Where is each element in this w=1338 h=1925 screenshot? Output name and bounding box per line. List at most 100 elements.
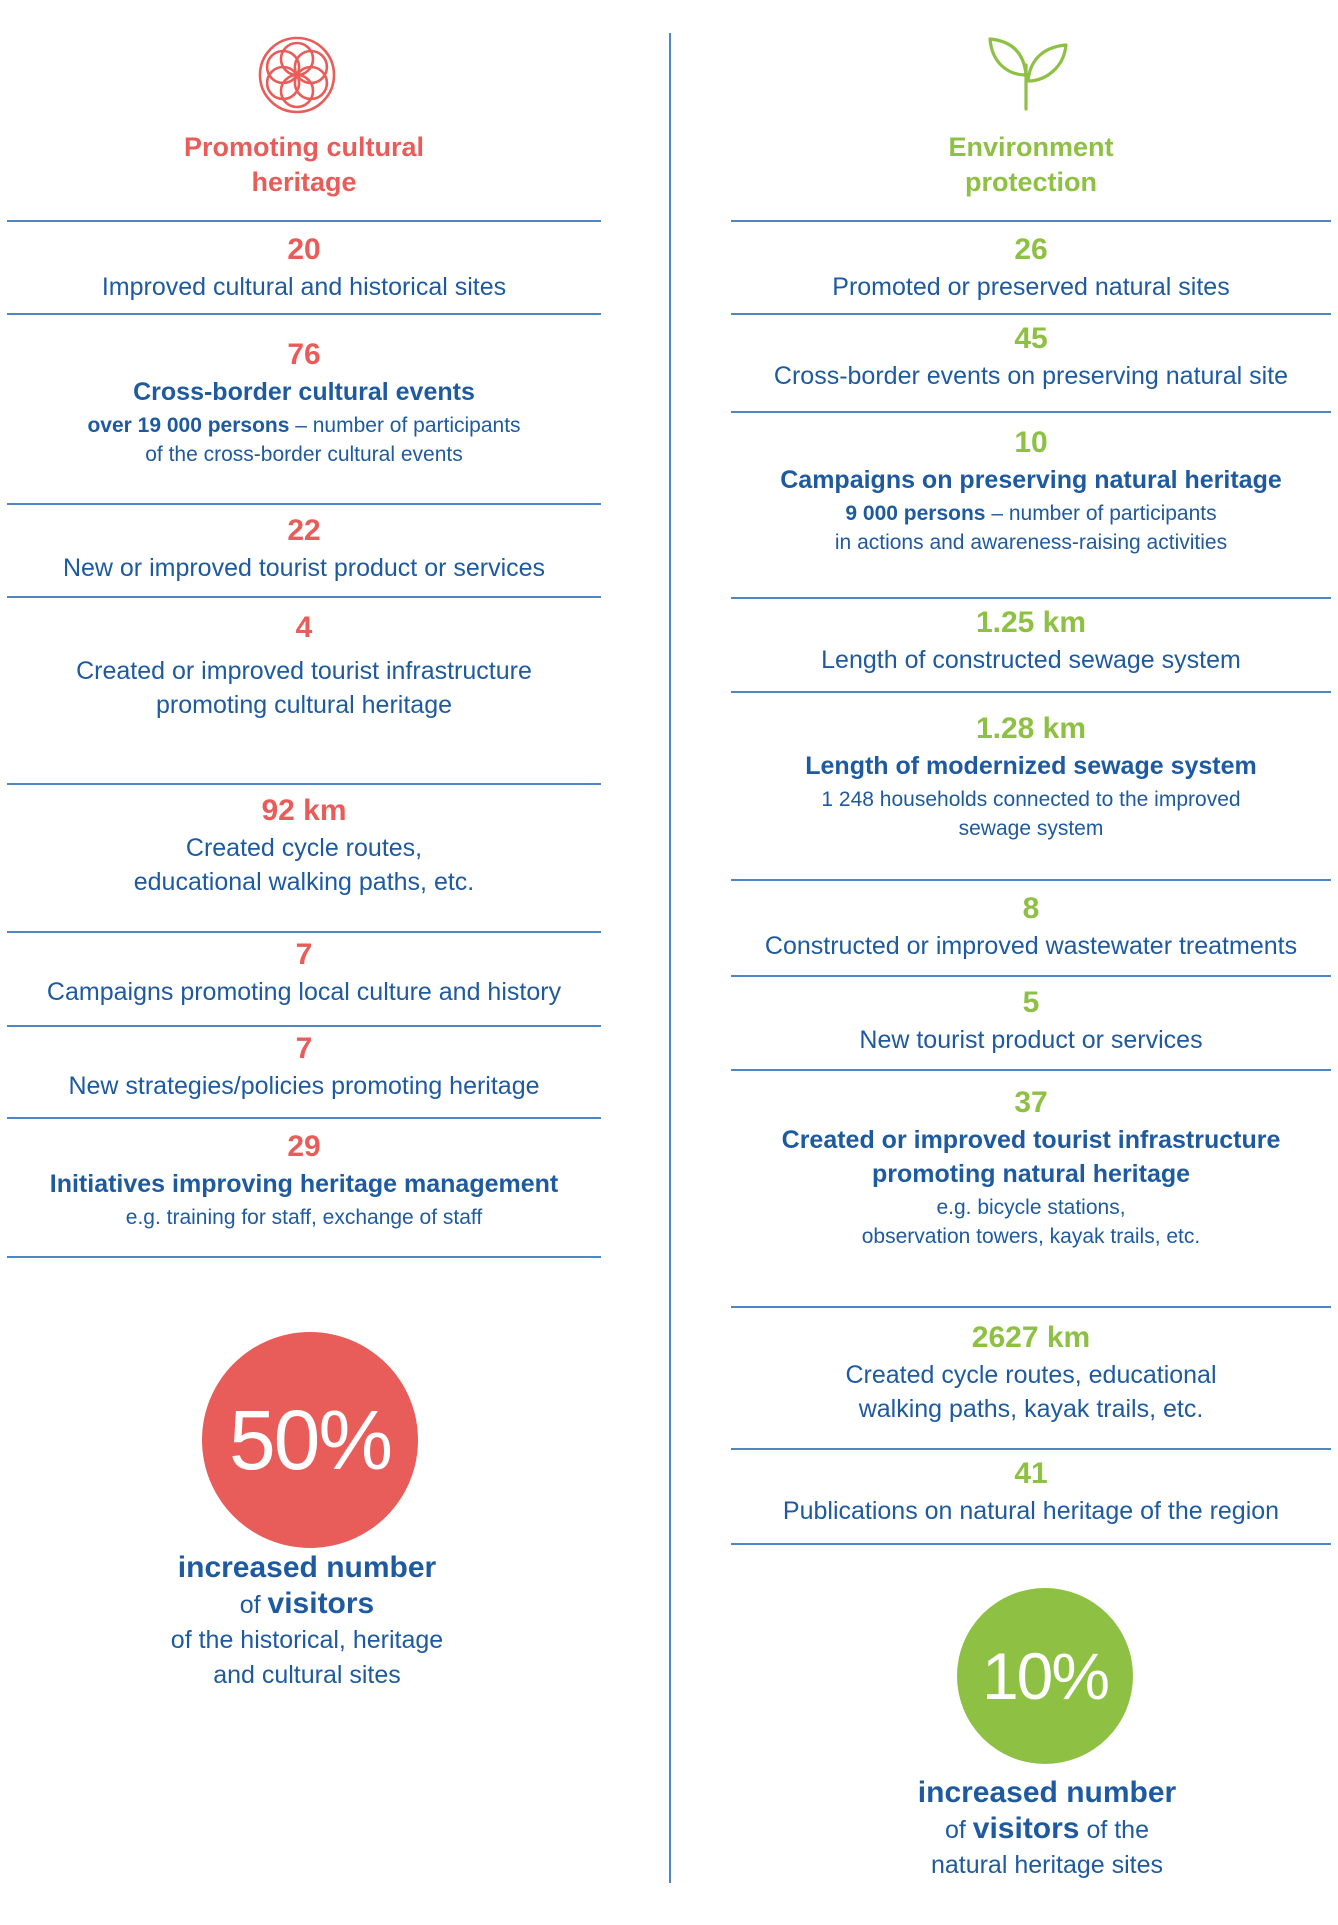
stat-value: 76 (287, 338, 321, 371)
summary-line: of visitors of the (827, 1811, 1267, 1848)
rule (7, 313, 601, 315)
summary-highlight: visitors (972, 1812, 1080, 1845)
stat-label: Improved cultural and historical sites (101, 273, 507, 301)
stat-label: Cross-border events on preserving natura… (773, 362, 1289, 390)
rule (7, 503, 601, 505)
stat-note-text: – number of participants of the cross-bo… (145, 414, 521, 466)
stat-label: Created or improved tourist infrastructu… (76, 657, 532, 719)
stat-label: Created cycle routes, educational walkin… (845, 1361, 1217, 1423)
category-title: Promoting cultural heritage (183, 132, 424, 197)
rule (7, 783, 601, 785)
stat-value: 22 (287, 514, 321, 547)
stat-note: 9 000 persons – number of participants i… (731, 499, 1331, 557)
stat-item: 76 Cross-border cultural events over 19 … (7, 313, 601, 469)
stat-label: Length of constructed sewage system (821, 646, 1241, 674)
rule (7, 596, 601, 598)
stat-label: Constructed or improved wastewater treat… (764, 932, 1298, 960)
visitors-summary: increased number of visitors of the natu… (827, 1775, 1267, 1883)
category-title: Environment protection (948, 132, 1114, 197)
stat-value: 5 (1022, 986, 1040, 1019)
stat-label: Campaigns on preserving natural heritage (780, 466, 1282, 494)
rule (731, 1069, 1331, 1071)
stat-value: 41 (1014, 1457, 1048, 1490)
stat-note-text: – number of participants in actions and … (834, 502, 1228, 554)
rule (731, 597, 1331, 599)
stat-value: 10 (1014, 426, 1048, 459)
stat-value: 26 (1014, 233, 1048, 266)
summary-headline: increased number (917, 1776, 1177, 1809)
stat-note: e.g. training for staff, exchange of sta… (125, 1206, 483, 1229)
stat-item: 26 Promoted or preserved natural sites (731, 220, 1331, 304)
stat-value: 1.25 km (975, 606, 1087, 639)
rule (731, 1306, 1331, 1308)
rule (731, 411, 1331, 413)
stat-value: 7 (295, 1032, 313, 1065)
rule (7, 1256, 601, 1258)
stat-item: 4 Created or improved tourist infrastruc… (7, 596, 601, 722)
rule (731, 975, 1331, 977)
stat-label: New strategies/policies promoting herita… (68, 1072, 540, 1100)
stat-item: 37 Created or improved tourist infrastru… (731, 1069, 1331, 1251)
rule (731, 1543, 1331, 1545)
stat-note-highlight: 9 000 persons (845, 502, 986, 525)
stat-item: 7 Campaigns promoting local culture and … (7, 931, 601, 1009)
summary-text: of the (1079, 1816, 1149, 1844)
visitors-summary: increased number of visitors of the hist… (87, 1550, 527, 1693)
rule (7, 931, 601, 933)
stat-label: Created or improved tourist infrastructu… (781, 1126, 1281, 1188)
stat-label: Cross-border cultural events (133, 378, 475, 406)
summary-text: of (239, 1591, 268, 1619)
stat-item: 10 Campaigns on preserving natural herit… (731, 411, 1331, 557)
rule (731, 1448, 1331, 1450)
stat-item: 45 Cross-border events on preserving nat… (731, 313, 1331, 393)
summary-line: of the historical, heritage (170, 1626, 444, 1654)
rule (7, 1117, 601, 1119)
rule (731, 313, 1331, 315)
stat-item: 20 Improved cultural and historical site… (7, 220, 601, 304)
stat-value: 1.28 km (975, 712, 1087, 745)
stat-value: 8 (1022, 892, 1040, 925)
summary-line: and cultural sites (213, 1661, 401, 1689)
stat-label: Length of modernized sewage system (805, 752, 1257, 780)
stat-item: 1.28 km Length of modernized sewage syst… (731, 691, 1331, 843)
stat-value: 92 km (261, 794, 347, 827)
stat-item: 5 New tourist product or services (731, 975, 1331, 1057)
stat-item: 92 km Created cycle routes, educational … (7, 783, 601, 899)
plant-sprout-icon (988, 37, 1068, 111)
stat-label: Publications on natural heritage of the … (782, 1497, 1280, 1525)
stat-value: 20 (287, 233, 321, 266)
stat-label: New tourist product or services (859, 1026, 1203, 1054)
rule (731, 691, 1331, 693)
column-divider (669, 33, 671, 1883)
stat-label: Promoted or preserved natural sites (832, 273, 1230, 301)
summary-line: natural heritage sites (930, 1851, 1164, 1879)
stat-value: 45 (1014, 322, 1048, 355)
summary-headline: increased number (177, 1551, 437, 1584)
stat-note: e.g. bicycle stations, observation tower… (861, 1196, 1201, 1248)
stat-note: over 19 000 persons – number of particip… (7, 411, 601, 469)
rule (7, 1025, 601, 1027)
percentage-circle: 10% (957, 1588, 1133, 1764)
rule (7, 220, 601, 222)
stat-label: Created cycle routes, educational walkin… (133, 834, 475, 896)
stat-item: 8 Constructed or improved wastewater tre… (731, 879, 1331, 963)
flower-of-life-icon (258, 36, 336, 114)
stat-label: Campaigns promoting local culture and hi… (46, 978, 562, 1006)
percentage-circle: 50% (202, 1332, 418, 1548)
rule (731, 879, 1331, 881)
stat-label: New or improved tourist product or servi… (62, 554, 546, 582)
stat-value: 29 (287, 1130, 321, 1163)
stat-item: 41 Publications on natural heritage of t… (731, 1448, 1331, 1528)
stat-item: 2627 km Created cycle routes, educationa… (731, 1306, 1331, 1426)
stat-item: 29 Initiatives improving heritage manage… (7, 1117, 601, 1232)
stat-value: 37 (1014, 1086, 1048, 1119)
stat-label: Initiatives improving heritage managemen… (49, 1170, 559, 1198)
stat-item: 22 New or improved tourist product or se… (7, 503, 601, 585)
stat-value: 4 (295, 611, 313, 644)
summary-line: of visitors (87, 1586, 527, 1623)
rule (731, 220, 1331, 222)
summary-highlight: visitors (267, 1587, 375, 1620)
stat-note: 1 248 households connected to the improv… (821, 788, 1241, 840)
stat-value: 7 (295, 938, 313, 971)
stat-value: 2627 km (971, 1321, 1091, 1354)
